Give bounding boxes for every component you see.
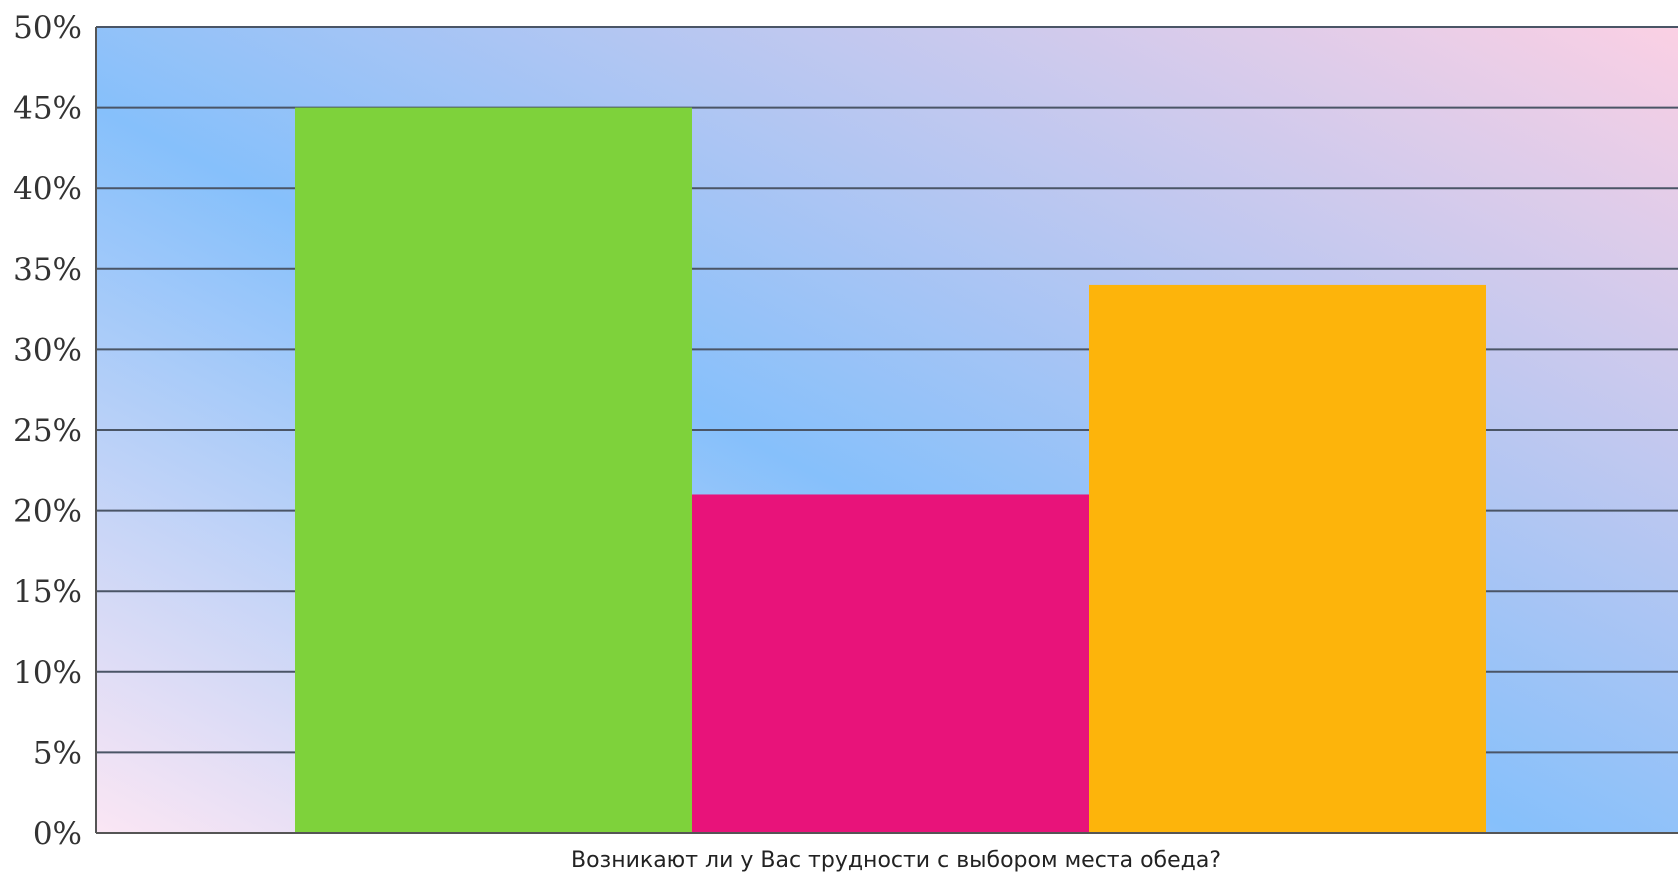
- y-tick-label: 10%: [13, 655, 82, 691]
- bar-3: [1089, 284, 1486, 833]
- y-tick-label: 40%: [13, 171, 82, 207]
- y-tick-label: 25%: [13, 413, 82, 449]
- bar-2: [692, 494, 1089, 833]
- y-tick-label: 0%: [33, 816, 82, 852]
- y-tick-label: 15%: [13, 574, 82, 610]
- y-tick-label: 5%: [33, 735, 82, 771]
- y-tick-label: 20%: [13, 494, 82, 530]
- y-axis-tick-labels: 0% 5% 10% 15% 20% 25% 30% 35% 40% 45% 50%: [13, 10, 82, 852]
- y-tick-label: 35%: [13, 252, 82, 288]
- x-axis-label: Возникают ли у Вас трудности с выбором м…: [571, 848, 1221, 873]
- bars: [295, 107, 1486, 834]
- bar-1: [295, 107, 692, 834]
- y-tick-label: 45%: [13, 91, 82, 127]
- y-tick-label: 50%: [13, 10, 82, 46]
- y-tick-label: 30%: [13, 332, 82, 368]
